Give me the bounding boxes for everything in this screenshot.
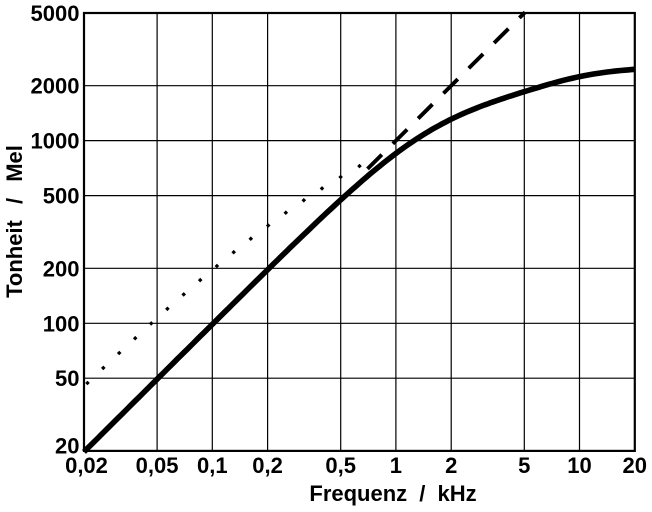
svg-text:50: 50 xyxy=(55,366,79,391)
svg-text:5: 5 xyxy=(518,453,530,478)
svg-text:0,1: 0,1 xyxy=(197,453,228,478)
svg-text:2000: 2000 xyxy=(31,74,80,99)
svg-text:200: 200 xyxy=(43,256,80,281)
svg-text:0,5: 0,5 xyxy=(325,453,356,478)
svg-text:1000: 1000 xyxy=(31,129,80,154)
svg-text:20: 20 xyxy=(55,434,79,459)
svg-text:Tonheit / Mel: Tonheit / Mel xyxy=(2,145,27,298)
svg-text:Frequenz / kHz: Frequenz / kHz xyxy=(309,481,476,506)
svg-text:2: 2 xyxy=(445,453,457,478)
svg-text:500: 500 xyxy=(43,184,80,209)
svg-text:100: 100 xyxy=(43,311,80,336)
svg-text:1: 1 xyxy=(390,453,402,478)
svg-text:20: 20 xyxy=(623,453,647,478)
svg-text:0,2: 0,2 xyxy=(252,453,283,478)
svg-text:0,02: 0,02 xyxy=(65,453,108,478)
svg-text:0,05: 0,05 xyxy=(136,453,179,478)
svg-text:10: 10 xyxy=(567,453,591,478)
svg-text:5000: 5000 xyxy=(31,1,80,26)
